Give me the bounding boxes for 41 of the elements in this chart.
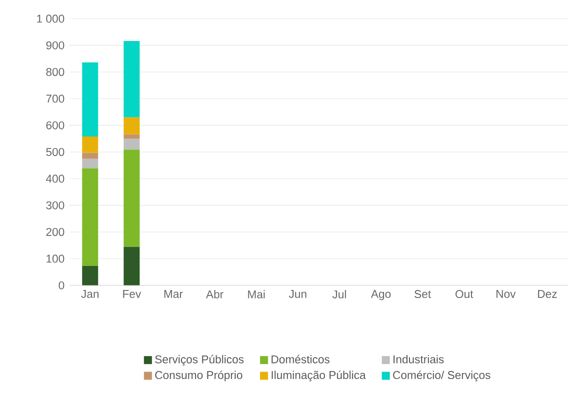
x-tick-label: Fev (123, 290, 142, 298)
bar (82, 152, 98, 159)
y-tick-label: 900 (46, 41, 64, 50)
x-tick-label: Dez (538, 290, 557, 298)
x-tick-label: Jun (288, 290, 306, 298)
legend-label: Comércio/ Serviços (393, 370, 490, 382)
legend-label: Domésticos (272, 354, 330, 364)
y-tick-label: 500 (46, 148, 64, 156)
x-tick-label: Nov (496, 290, 516, 298)
y-tick-label: 300 (46, 201, 64, 210)
bar (124, 134, 140, 139)
bar (82, 266, 98, 286)
bar (124, 117, 140, 134)
bar (124, 150, 140, 247)
x-tick-label: Mar (164, 290, 183, 298)
y-tick-label: 400 (46, 174, 64, 183)
legend-label: Iluminação Pública (272, 370, 366, 382)
bar (82, 158, 98, 168)
y-tick-label: 800 (46, 68, 64, 76)
legend-label: Industriais (394, 354, 444, 364)
y-tick-label: 1 000 (37, 14, 64, 23)
y-tick-label: 0 (58, 281, 64, 290)
bar (124, 246, 140, 286)
y-tick-label: 600 (46, 121, 64, 130)
x-tick-label: Set (414, 290, 431, 298)
y-tick-label: 100 (46, 254, 64, 263)
legend-label: Consumo Próprio (155, 370, 242, 382)
bar (124, 138, 140, 150)
bar (82, 62, 98, 137)
bar (82, 136, 98, 153)
y-tick-label: 200 (46, 228, 64, 236)
legend-label: Serviços Públicos (155, 354, 244, 366)
y-tick-label: 700 (46, 94, 64, 103)
x-tick-label: Abr (206, 290, 224, 298)
bar (124, 41, 140, 118)
x-tick-label: Ago (370, 290, 391, 300)
x-tick-label: Out (456, 290, 474, 298)
x-tick-label: Jan (81, 290, 99, 298)
x-tick-label: Jul (332, 290, 346, 298)
x-tick-label: Mai (248, 290, 265, 298)
bar (82, 168, 98, 266)
